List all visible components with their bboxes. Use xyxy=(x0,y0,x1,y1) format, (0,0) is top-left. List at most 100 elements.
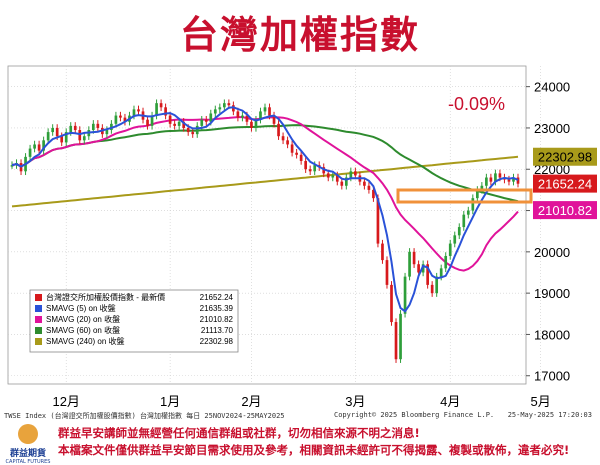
company-logo: 群益期貨 CAPITAL FUTURES xyxy=(4,424,52,465)
sma5-series xyxy=(11,106,519,313)
candle-body xyxy=(277,123,280,137)
candle-body xyxy=(349,171,353,178)
candle-body xyxy=(480,185,484,190)
candle-body xyxy=(254,119,258,128)
candle-body xyxy=(344,177,348,186)
candle-body xyxy=(46,132,50,141)
candle-body xyxy=(471,198,475,211)
candle-body xyxy=(475,189,479,199)
candle-body xyxy=(137,109,140,112)
candle-body xyxy=(42,140,45,151)
footer-line: TWSE Index (台灣證交所加權股價指數) 台灣加權指數 每日 25NOV… xyxy=(4,411,596,421)
candle-body xyxy=(227,103,231,106)
candle-body xyxy=(73,125,77,131)
price-label-bg xyxy=(533,201,597,220)
candle-body xyxy=(213,109,217,114)
candle-body xyxy=(498,173,502,178)
x-tick-label: 5月 xyxy=(530,394,550,408)
candle-body xyxy=(218,107,222,110)
candle-body xyxy=(290,144,294,153)
candle-body xyxy=(286,140,289,145)
candle-body xyxy=(155,103,158,116)
candle-body xyxy=(78,130,82,141)
candle-body xyxy=(304,160,308,170)
y-tick-label: 23000 xyxy=(534,121,570,136)
candle-body xyxy=(435,276,439,294)
candle-body xyxy=(507,179,511,182)
candle-body xyxy=(195,125,199,135)
logo-name: 群益期貨 xyxy=(9,449,46,459)
legend-swatch xyxy=(35,305,42,312)
candle-body xyxy=(295,152,298,155)
candle-body xyxy=(462,214,466,228)
logo-icon xyxy=(18,424,38,444)
candle-body xyxy=(453,235,457,244)
candle-body xyxy=(64,132,68,143)
candle-body xyxy=(385,260,389,285)
legend-name: 台灣證交所加權股價指數 - 最新價 xyxy=(46,292,165,302)
candle-body xyxy=(200,119,204,126)
candle-body xyxy=(60,136,64,143)
x-tick-label: 4月 xyxy=(440,394,460,408)
candle-body xyxy=(96,123,100,128)
legend-swatch xyxy=(35,338,42,345)
legend-name: SMAVG (60) on 收盤 xyxy=(46,325,120,335)
candle-body xyxy=(268,107,271,116)
candle-body xyxy=(494,173,497,182)
candle-body xyxy=(123,117,127,122)
plot-frame xyxy=(7,65,527,385)
candle-body xyxy=(322,167,326,174)
candle-body xyxy=(417,264,420,273)
candle-body xyxy=(439,268,443,277)
x-tick-label: 3月 xyxy=(345,394,365,408)
candle-body xyxy=(354,171,357,176)
candle-body xyxy=(209,113,213,122)
sma20-series xyxy=(11,116,519,272)
y-tick-label: 17000 xyxy=(534,369,570,384)
candlestick-chart: -0.09% 240002300022000210002000019000180… xyxy=(7,65,597,408)
x-tick-label: 12月 xyxy=(52,394,79,408)
candle-body xyxy=(326,173,330,178)
candle-body xyxy=(299,154,303,161)
candle-body xyxy=(168,115,172,124)
legend-swatch xyxy=(35,327,42,334)
sma240-series xyxy=(11,155,519,208)
ma5-line xyxy=(11,106,519,313)
price-labels: 22302.98 21652.24 21010.82 xyxy=(533,147,597,220)
candle-body xyxy=(263,107,267,112)
candle-body xyxy=(55,127,59,137)
candle-body xyxy=(173,123,176,126)
candle-body xyxy=(466,210,470,215)
candle-body xyxy=(259,111,262,120)
candle-body xyxy=(444,255,448,269)
legend-name: SMAVG (240) on 收盤 xyxy=(46,336,125,346)
legend-frame xyxy=(29,289,239,353)
candle-body xyxy=(485,177,488,186)
price-label-text: 21010.82 xyxy=(538,203,592,218)
candle-body xyxy=(186,127,190,133)
candle-body xyxy=(33,144,36,149)
legend-box: 台灣證交所加權股價指數 - 最新價 21652.24 SMAVG (5) on 收盤… xyxy=(29,289,239,353)
candle-body xyxy=(376,198,380,244)
candle-body xyxy=(335,175,339,182)
logo-sub: CAPITAL FUTURES xyxy=(5,459,51,465)
legend-value: 21635.39 xyxy=(200,304,234,313)
legend-value: 21113.70 xyxy=(201,326,234,335)
y-tick-label: 19000 xyxy=(534,286,570,301)
candle-body xyxy=(82,136,86,141)
candle-body xyxy=(412,251,416,265)
candle-body xyxy=(430,284,434,294)
x-tick-label: 1月 xyxy=(160,394,180,408)
candle-body xyxy=(408,251,411,277)
disclaimer-line-1: 群益早安講師並無經營任何通信群組或社群，切勿相信來源不明之消息! xyxy=(58,426,420,440)
candle-body xyxy=(105,130,109,135)
candle-body xyxy=(390,284,393,323)
candle-body xyxy=(119,115,122,118)
candle-body xyxy=(241,115,244,118)
change-label: -0.09% xyxy=(448,94,505,114)
timestamp-text: 25-May-2025 17:20:03 xyxy=(507,411,592,419)
price-label-bg xyxy=(533,147,597,166)
candle-body xyxy=(367,185,371,190)
candle-body xyxy=(150,115,154,126)
candle-body xyxy=(489,177,493,182)
